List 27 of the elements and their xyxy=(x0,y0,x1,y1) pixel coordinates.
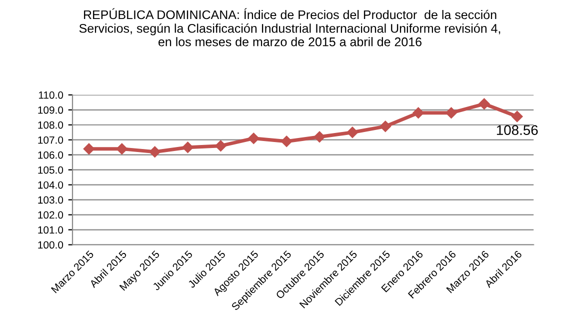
point xyxy=(512,110,523,122)
point xyxy=(215,140,226,152)
point xyxy=(412,107,424,118)
y-tick-label: 108.0 xyxy=(38,121,64,129)
point xyxy=(248,132,260,144)
y-tick-label: 101.0 xyxy=(38,226,64,234)
y-tick-label: 102.0 xyxy=(38,211,64,219)
y-tick-label: 109.0 xyxy=(38,106,64,114)
y-tick-label: 110.0 xyxy=(38,91,64,99)
point xyxy=(182,142,194,153)
point xyxy=(346,126,358,138)
data-label: 108.56 xyxy=(496,125,538,136)
chart-title: REPÚBLICA DOMINICANA: Índice de Precios del Productor de la sección Servicios, según la Clasificación Industrial Internacional Uniforme revisión 4, en los meses de marzo de 2015 a abril de 2016 xyxy=(79,8,500,46)
point xyxy=(280,136,292,147)
y-tick-label: 104.0 xyxy=(38,181,64,189)
y-tick-label: 105.0 xyxy=(38,166,64,174)
point xyxy=(380,120,391,132)
y-tick-label: 100.0 xyxy=(38,241,64,249)
point xyxy=(314,131,326,142)
point xyxy=(149,146,160,158)
point xyxy=(478,98,490,110)
point xyxy=(446,107,457,118)
y-tick-label: 106.0 xyxy=(38,151,64,159)
point xyxy=(83,143,95,154)
y-tick-label: 107.0 xyxy=(38,136,64,144)
point xyxy=(116,143,128,154)
y-tick-label: 103.0 xyxy=(38,196,64,204)
